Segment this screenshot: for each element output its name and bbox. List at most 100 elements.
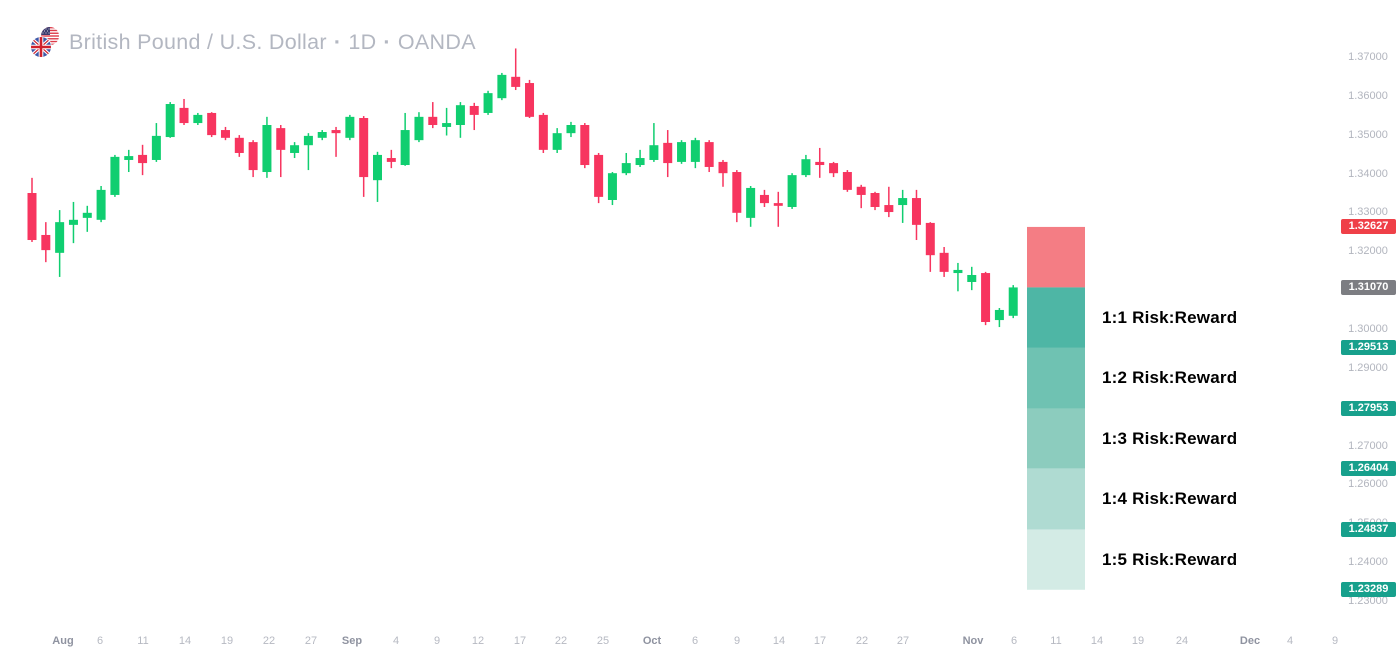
price-tick: 1.35000	[1348, 128, 1388, 141]
time-tick: 27	[304, 635, 318, 647]
time-tick: 14	[772, 635, 786, 647]
candle	[842, 172, 852, 190]
risk-reward-label-4: 1:4 Risk:Reward	[1102, 489, 1238, 509]
candle	[303, 135, 313, 146]
candle	[290, 145, 300, 153]
separator-dot: ·	[333, 29, 342, 54]
exchange-label: OANDA	[397, 29, 476, 54]
target-zone-4[interactable]	[1027, 468, 1085, 530]
price-badge-target: 1.29513	[1341, 340, 1396, 356]
candle	[870, 193, 880, 207]
candle	[151, 135, 161, 160]
candle-wick	[432, 102, 434, 129]
candle	[994, 309, 1004, 321]
candle	[193, 114, 203, 124]
time-tick: Aug	[52, 635, 74, 647]
time-tick: 12	[471, 635, 485, 647]
candle	[483, 93, 493, 113]
time-tick: 22	[262, 635, 276, 647]
candle	[110, 156, 120, 195]
candle	[414, 116, 424, 141]
candle	[607, 173, 617, 200]
time-tick: 19	[1131, 635, 1145, 647]
target-zone-5[interactable]	[1027, 529, 1085, 590]
candle	[179, 107, 189, 124]
candle	[248, 142, 258, 171]
candle	[580, 125, 590, 166]
candle	[718, 161, 728, 174]
price-tick: 1.23000	[1348, 595, 1388, 607]
risk-reward-zones[interactable]	[1027, 226, 1085, 590]
target-zone-2[interactable]	[1027, 347, 1085, 409]
time-tick: 22	[554, 635, 568, 647]
candle	[345, 116, 355, 138]
target-zone-3[interactable]	[1027, 408, 1085, 469]
candle	[455, 105, 465, 125]
candle	[234, 137, 244, 153]
candle	[635, 158, 645, 166]
risk-reward-label-2: 1:2 Risk:Reward	[1102, 368, 1238, 388]
candle-wick	[86, 205, 89, 232]
candle-wick	[514, 48, 517, 91]
candle	[856, 186, 866, 195]
candle	[787, 175, 797, 207]
candle-wick	[860, 184, 862, 209]
candle	[911, 198, 921, 225]
time-tick: 27	[896, 635, 910, 647]
time-tick: 22	[855, 635, 869, 647]
candle	[82, 212, 92, 218]
time-tick: 19	[220, 635, 234, 647]
candle	[96, 189, 106, 220]
candle	[469, 105, 479, 115]
candle	[759, 194, 769, 204]
time-tick: 14	[1090, 635, 1104, 647]
stop-zone[interactable]	[1027, 226, 1085, 288]
candle	[428, 116, 438, 125]
candle	[276, 128, 286, 150]
time-tick: 6	[1010, 635, 1018, 647]
target-zone-1[interactable]	[1027, 287, 1085, 348]
candle	[898, 198, 908, 206]
candle	[55, 222, 65, 253]
candle-wick	[722, 159, 724, 187]
candle	[124, 156, 134, 160]
candle	[953, 269, 963, 274]
time-tick: 4	[1286, 635, 1294, 647]
candle-wick	[777, 191, 780, 227]
time-tick: 6	[96, 635, 104, 647]
candle-wick	[901, 189, 904, 223]
price-tick: 1.33000	[1348, 206, 1388, 219]
candle-wick	[335, 126, 337, 157]
candle	[511, 76, 521, 87]
price-badge-stop: 1.32627	[1341, 219, 1396, 235]
candle	[732, 172, 742, 213]
candle	[815, 161, 825, 166]
separator-dot: ·	[383, 29, 391, 54]
candle	[773, 203, 783, 206]
time-tick: 17	[513, 635, 527, 647]
chart-header: British Pound / U.S. Dollar · 1D · OANDA	[30, 26, 476, 58]
candle	[677, 142, 687, 162]
candle	[829, 163, 839, 174]
time-tick: 4	[392, 635, 400, 647]
timeframe-label: 1D	[348, 29, 377, 54]
price-badge-target: 1.27953	[1341, 401, 1396, 417]
candle-wick	[473, 102, 475, 131]
price-tick: 1.24000	[1348, 556, 1388, 569]
candle	[981, 273, 991, 323]
candle	[704, 142, 714, 167]
candle	[373, 154, 382, 181]
candle	[594, 154, 604, 197]
candle	[663, 142, 673, 164]
price-tick: 1.27000	[1348, 439, 1388, 452]
time-tick: 11	[1050, 635, 1062, 647]
candle	[41, 234, 51, 251]
symbol-name: British Pound / U.S. Dollar	[69, 29, 327, 54]
candle	[317, 131, 327, 138]
price-tick: 1.36000	[1348, 89, 1388, 102]
candle	[746, 187, 756, 218]
candle	[538, 114, 548, 150]
risk-reward-label-3: 1:3 Risk:Reward	[1102, 428, 1238, 448]
